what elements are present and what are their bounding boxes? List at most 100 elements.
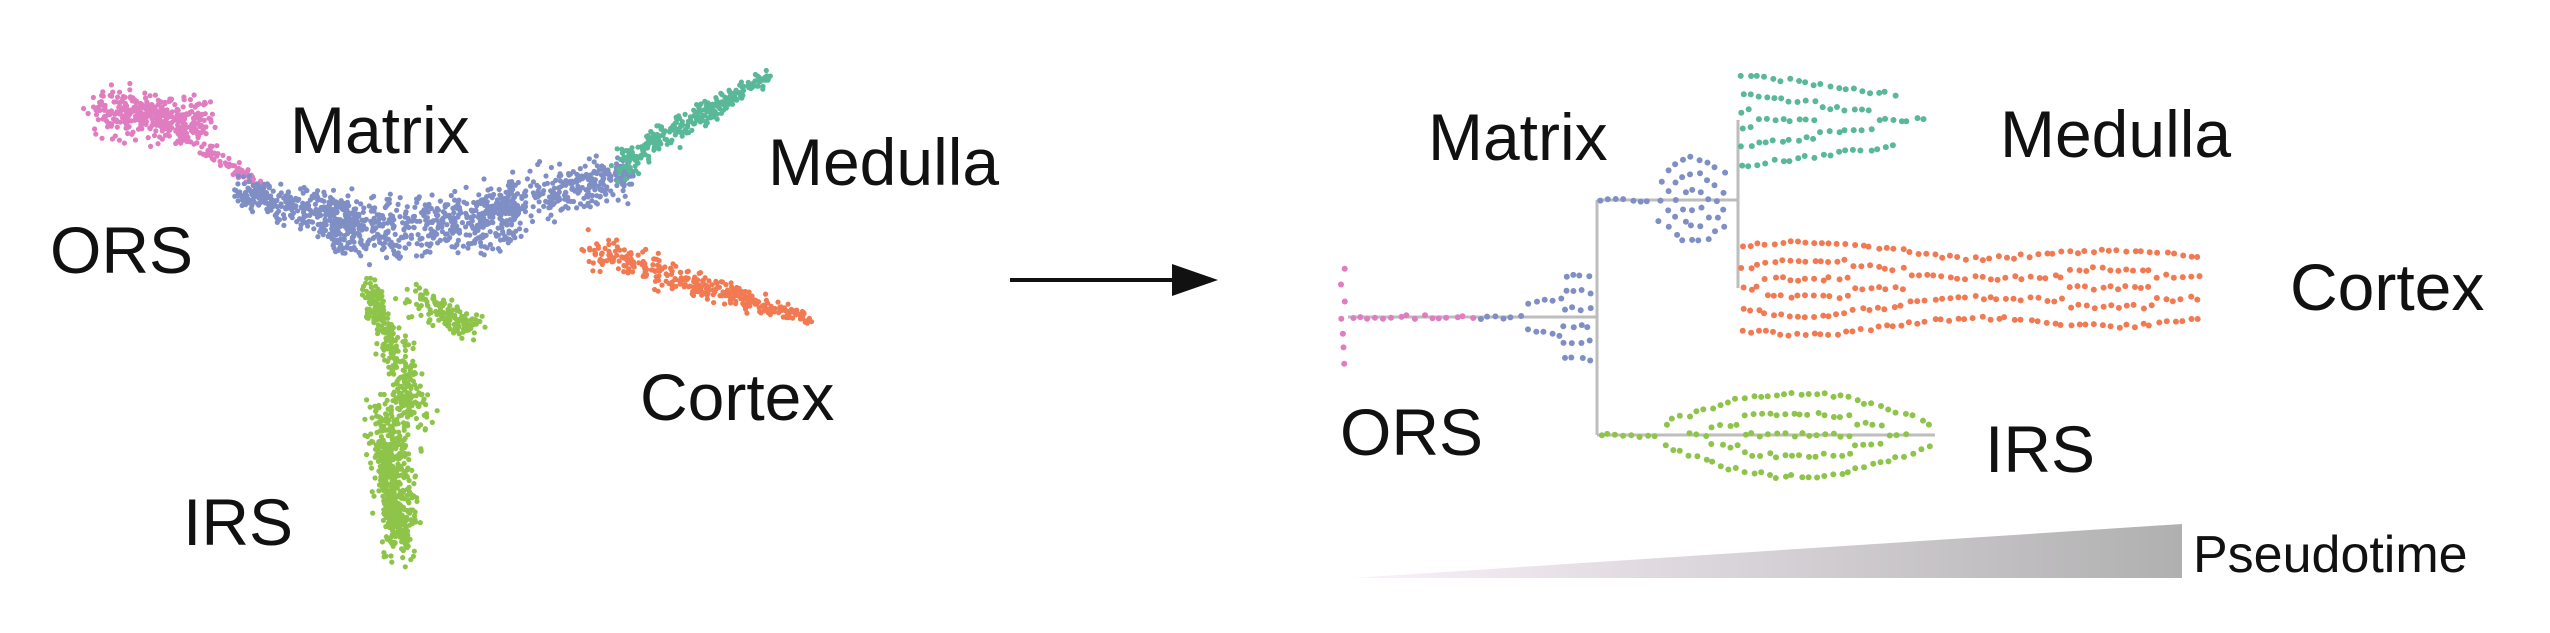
medulla-cell-dot [1796,78,1802,84]
matrix-cell-dot [1613,196,1619,202]
matrix-cell-dot [1579,322,1585,328]
matrix-cell-dot [324,222,329,227]
ors-cell-dot [213,125,218,130]
medulla-cell-dot [651,148,656,153]
matrix-cell-dot [493,231,498,236]
cortex-cell-dot [2123,322,2129,328]
matrix-cell-dot [281,223,286,228]
matrix-cell-dot [1714,198,1720,204]
irs-cell-dot [1910,412,1916,418]
cortex-cell-dot [1834,259,1840,265]
irs-cell-dot [1709,424,1715,430]
cortex-cell-dot [695,284,700,289]
ors-cell-dot [173,141,178,146]
medulla-cell-dot [1764,94,1770,100]
cortex-cell-dot [2138,248,2144,254]
ors-cell-dot [1412,316,1418,322]
irs-cell-dot [380,353,385,358]
irs-cell-dot [446,322,451,327]
cortex-cell-dot [665,273,670,278]
cortex-cell-dot [669,266,674,271]
matrix-cell-dot [460,220,465,225]
cortex-cell-dot [1850,263,1856,269]
cortex-cell-dot [1748,243,1754,249]
matrix-cell-dot [556,185,561,190]
irs-cell-dot [369,296,374,301]
irs-cell-dot [376,488,381,493]
matrix-cell-dot [380,223,385,228]
irs-cell-dot [1903,431,1909,437]
medulla-cell-dot [1817,129,1823,135]
cortex-cell-dot [1754,240,1760,246]
irs-cell-dot [393,446,398,451]
ors-cell-dot [117,111,122,116]
ors-cell-dot [167,123,172,128]
irs-cell-dot [1788,472,1794,478]
cortex-cell-dot [631,262,636,267]
irs-cell-dot [396,421,401,426]
irs-cell-dot [1885,407,1891,413]
irs-cell-dot [381,498,386,503]
cortex-cell-dot [2113,247,2119,253]
cortex-cell-dot [1881,306,1887,312]
irs-cell-dot [459,336,464,341]
ors-cell-dot [97,100,102,105]
cortex-cell-dot [753,298,758,303]
cortex-cell-dot [1786,333,1792,339]
irs-cell-dot [1918,446,1924,452]
matrix-cell-dot [594,171,599,176]
cortex-cell-dot [587,259,592,264]
irs-cell-dot [405,534,410,539]
medulla-cell-dot [1882,116,1888,122]
cortex-cell-dot [1946,318,1952,324]
irs-cell-dot [471,322,476,327]
cortex-cell-dot [728,300,733,305]
irs-cell-dot [389,328,394,333]
medulla-cell-dot [691,108,696,113]
cortex-cell-dot [1876,324,1882,330]
cortex-cell-dot [1803,332,1809,338]
medulla-cell-dot [1890,142,1896,148]
ors-cell-dot [129,118,134,123]
matrix-cell-dot [583,173,588,178]
cortex-cell-dot [1889,267,1895,273]
irs-cell-dot [401,410,406,415]
ors-cell-dot [189,103,194,108]
irs-cell-dot [1783,452,1789,458]
matrix-cell-dot [354,212,359,217]
matrix-cell-dot [443,202,448,207]
cortex-cell-dot [1771,312,1777,318]
irs-cell-dot [382,462,387,467]
matrix-cell-dot [1680,207,1686,213]
matrix-cell-dot [541,204,546,209]
right-label-medulla: Medulla [2000,97,2231,171]
medulla-cell-dot [703,119,708,124]
medulla-cell-dot [677,145,682,150]
ors-cell-dot [153,93,158,98]
matrix-cell-dot [1712,228,1718,234]
matrix-cell-dot [450,231,455,236]
irs-cell-dot [413,371,418,376]
cortex-cell-dot [1932,251,1938,257]
matrix-cell-dot [264,196,269,201]
irs-cell-dot [383,411,388,416]
cortex-cell-dot [2037,275,2043,281]
medulla-cell-dot [671,124,676,129]
cortex-cell-dot [1780,240,1786,246]
medulla-cell-dot [1842,127,1848,133]
ors-cell-dot [144,119,149,124]
cortex-cell-dot [2091,249,2097,255]
cortex-cell-dot [720,279,725,284]
medulla-cell-dot [754,84,759,89]
matrix-cell-dot [357,232,362,237]
irs-cell-dot [1751,411,1757,417]
irs-cell-dot [393,534,398,539]
irs-cell-dot [405,287,410,292]
matrix-cell-dot [431,235,436,240]
irs-cell-dot [392,507,397,512]
matrix-cell-dot [623,194,628,199]
irs-cell-dot [1717,422,1723,428]
irs-cell-dot [1710,406,1716,412]
matrix-cell-dot [463,224,468,229]
cortex-cell-dot [649,267,654,272]
